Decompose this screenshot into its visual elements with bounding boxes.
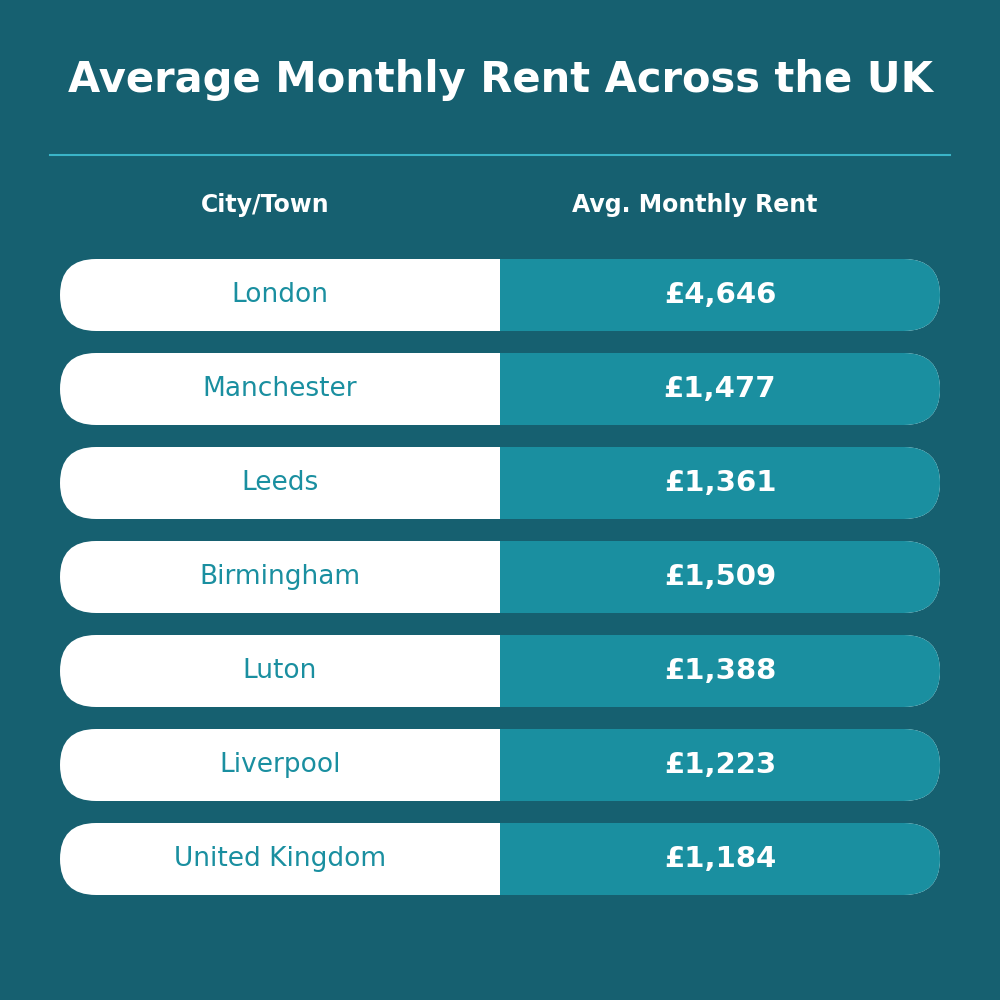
Bar xyxy=(500,353,536,425)
Text: United Kingdom: United Kingdom xyxy=(174,846,386,872)
Text: Average Monthly Rent Across the UK: Average Monthly Rent Across the UK xyxy=(68,59,932,101)
FancyBboxPatch shape xyxy=(60,541,940,613)
Text: Birmingham: Birmingham xyxy=(199,564,361,590)
Text: Avg. Monthly Rent: Avg. Monthly Rent xyxy=(572,193,818,217)
FancyBboxPatch shape xyxy=(500,823,940,895)
Text: Leeds: Leeds xyxy=(241,470,319,496)
Text: Manchester: Manchester xyxy=(203,376,357,402)
FancyBboxPatch shape xyxy=(60,353,940,425)
Bar xyxy=(500,447,536,519)
Text: City/Town: City/Town xyxy=(201,193,329,217)
FancyBboxPatch shape xyxy=(60,823,940,895)
Bar xyxy=(500,729,536,801)
Text: £1,477: £1,477 xyxy=(664,375,776,403)
FancyBboxPatch shape xyxy=(500,729,940,801)
FancyBboxPatch shape xyxy=(500,635,940,707)
FancyBboxPatch shape xyxy=(60,447,940,519)
FancyBboxPatch shape xyxy=(500,259,940,331)
Text: £1,184: £1,184 xyxy=(664,845,776,873)
FancyBboxPatch shape xyxy=(500,541,940,613)
Bar xyxy=(500,541,536,613)
Text: £1,388: £1,388 xyxy=(664,657,776,685)
FancyBboxPatch shape xyxy=(60,635,940,707)
Text: London: London xyxy=(231,282,328,308)
Bar xyxy=(500,635,536,707)
Text: Liverpool: Liverpool xyxy=(219,752,341,778)
FancyBboxPatch shape xyxy=(500,447,940,519)
FancyBboxPatch shape xyxy=(60,259,940,331)
Text: £1,361: £1,361 xyxy=(664,469,776,497)
FancyBboxPatch shape xyxy=(500,353,940,425)
FancyBboxPatch shape xyxy=(60,729,940,801)
Bar xyxy=(500,259,536,331)
Text: Luton: Luton xyxy=(243,658,317,684)
Text: £4,646: £4,646 xyxy=(664,281,776,309)
Text: £1,509: £1,509 xyxy=(664,563,776,591)
Text: £1,223: £1,223 xyxy=(664,751,776,779)
Bar xyxy=(500,823,536,895)
